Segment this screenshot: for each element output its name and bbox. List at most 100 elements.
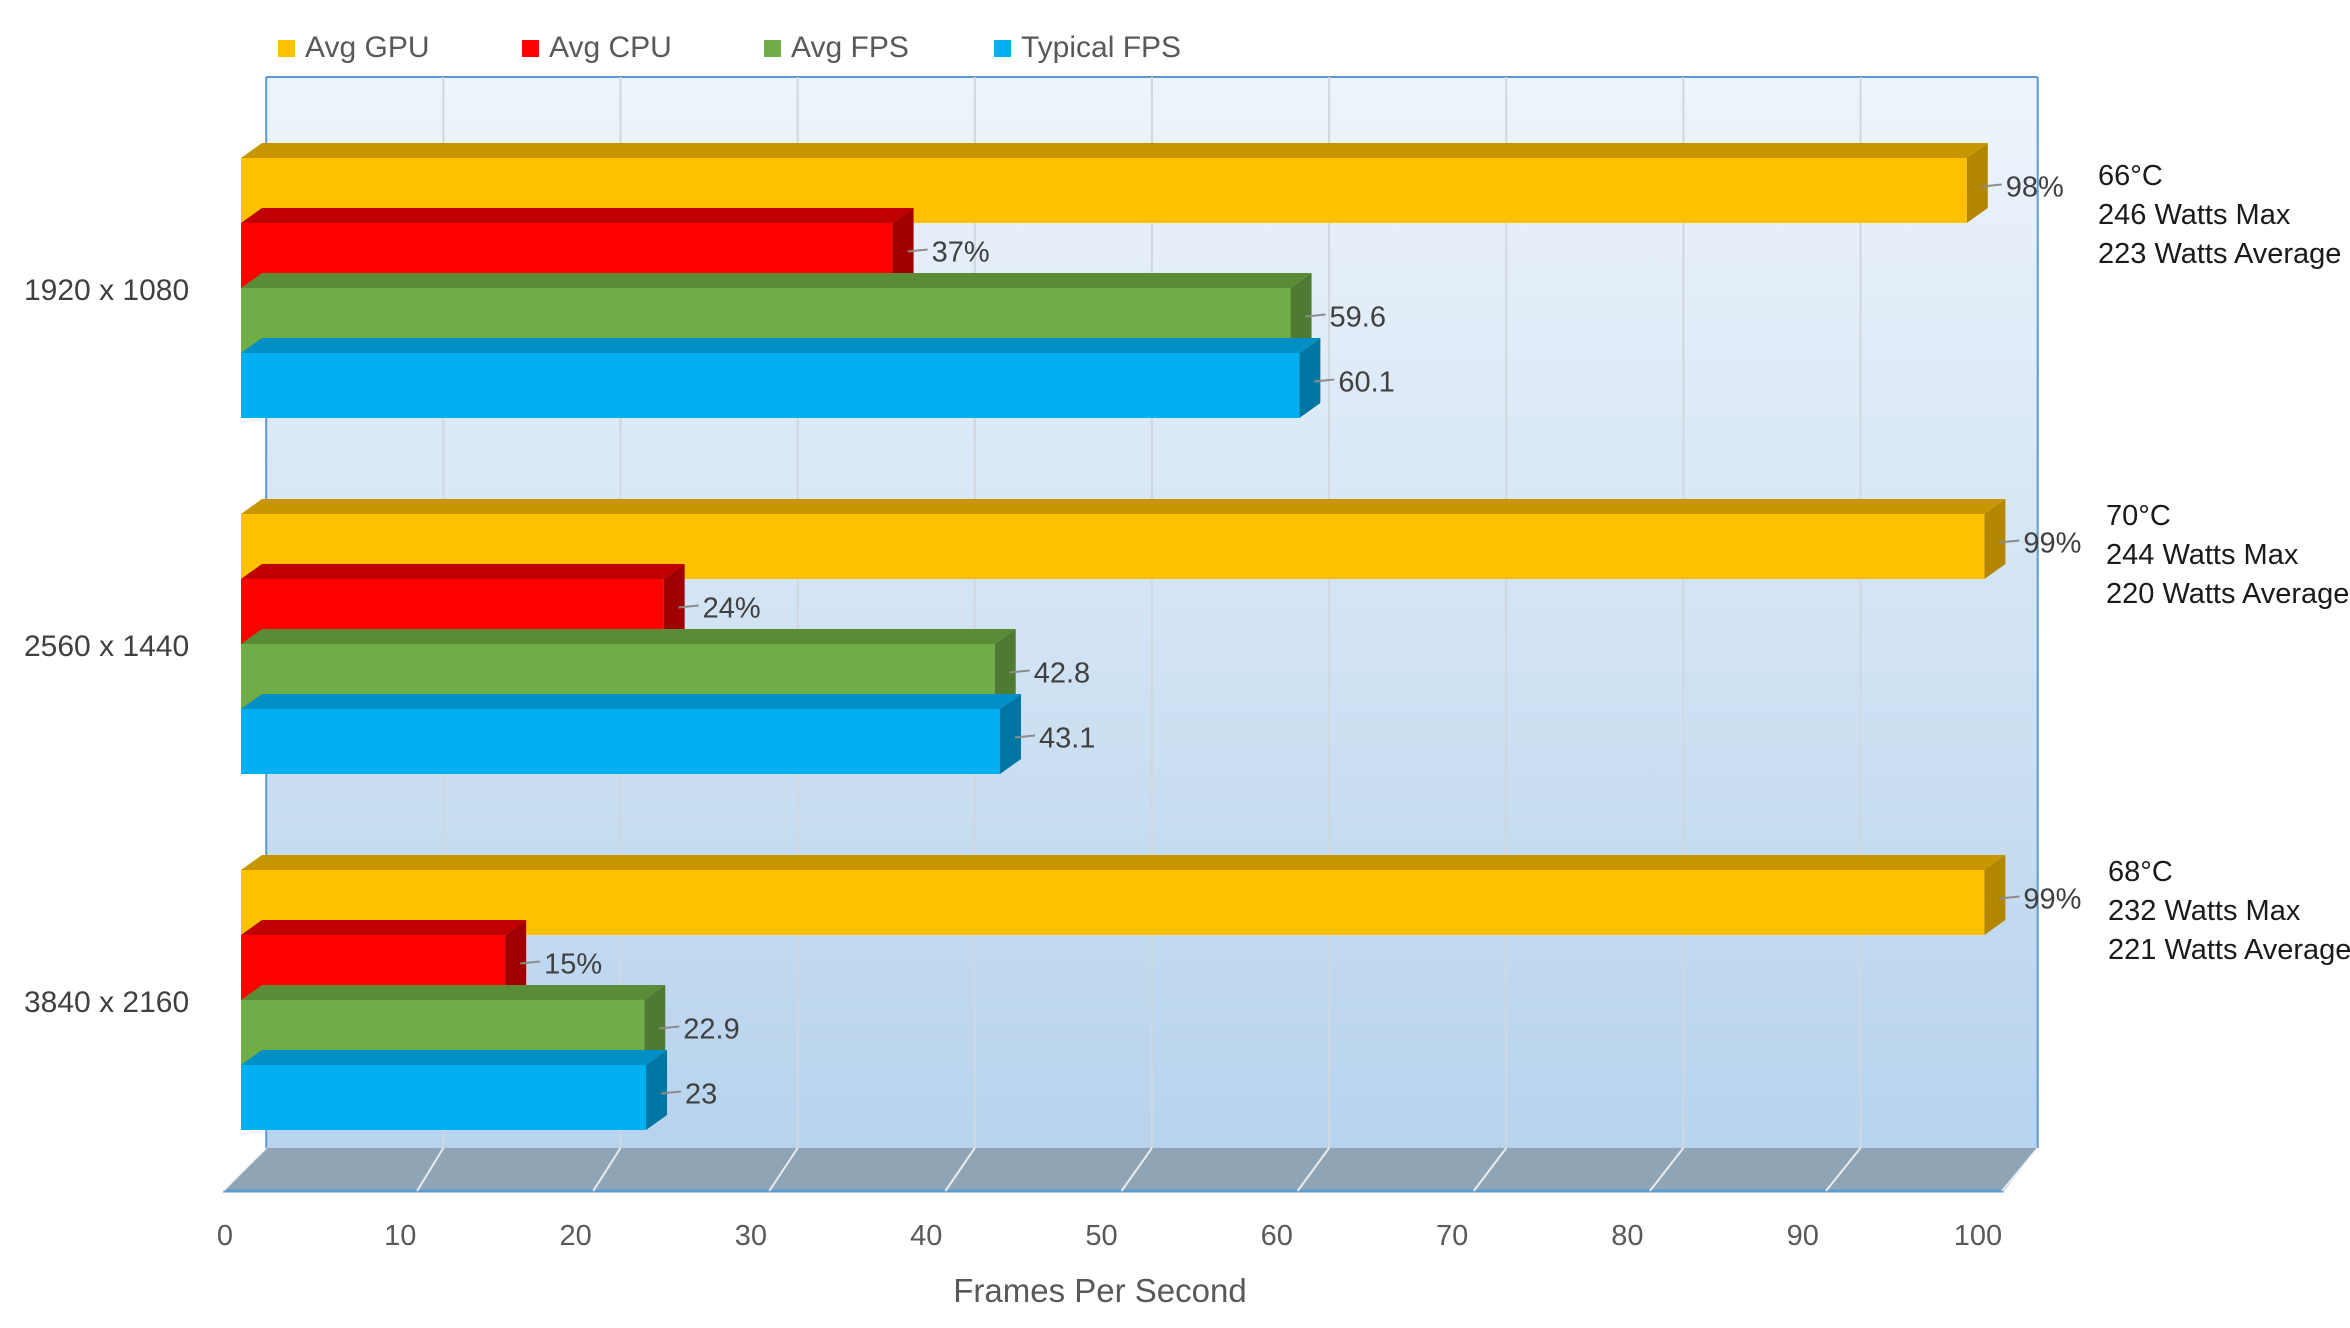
category-label: 1920 x 1080	[24, 274, 189, 307]
legend-swatch	[278, 40, 295, 57]
annotations: 66°C 246 Watts Max 223 Watts Average 70°C 24…	[2098, 160, 2350, 966]
bar-typical-fps-3840-x-2160: 23	[241, 1050, 717, 1130]
data-label: 60.1	[1338, 367, 1394, 399]
bar-typical-fps-2560-x-1440: 43.1	[241, 694, 1095, 774]
data-label: 99%	[2023, 528, 2081, 560]
bar-avg-gpu-3840-x-2160: 99%	[241, 855, 2081, 935]
y-axis: 1920 x 1080 2560 x 1440 3840 x 2160	[24, 274, 189, 1019]
floor-gridline	[944, 1147, 976, 1192]
data-label-leader	[1981, 183, 2002, 188]
floor-gridline	[2001, 1147, 2039, 1192]
bar-front-face	[241, 353, 1300, 418]
x-axis-title: Frames Per Second	[953, 1272, 1246, 1309]
bar-side-face	[1290, 273, 1312, 353]
bar-side-face	[892, 208, 914, 288]
floor-gridline	[1825, 1147, 1862, 1192]
bar-top-face	[241, 694, 1021, 709]
legend-swatch	[764, 40, 781, 57]
data-label: 59.6	[1330, 302, 1386, 334]
annotation-1920-x-1080: 66°C 246 Watts Max 223 Watts Average	[2098, 160, 2341, 270]
x-tick-label: 80	[1611, 1220, 1643, 1252]
bar-front-face	[241, 709, 1000, 774]
x-tick-label: 40	[910, 1220, 942, 1252]
annotation-3840-x-2160: 68°C 232 Watts Max 221 Watts Average	[2108, 856, 2350, 966]
chart-floor	[223, 1148, 2038, 1191]
x-tick-label: 50	[1085, 1220, 1117, 1252]
data-label-leader	[1314, 378, 1335, 383]
floor-gridline	[1649, 1147, 1685, 1192]
data-label: 22.9	[683, 1014, 739, 1046]
data-label-leader	[659, 1025, 680, 1030]
annotation-line: 220 Watts Average	[2106, 578, 2349, 610]
bar-top-face	[241, 1050, 668, 1065]
annotation-line: 223 Watts Average	[2098, 238, 2341, 270]
data-label-leader	[1305, 313, 1326, 318]
data-label-leader	[660, 1090, 682, 1095]
floor-gridline	[1120, 1147, 1153, 1192]
bar-front-face	[241, 1065, 647, 1130]
bar-top-face	[241, 855, 2006, 870]
bars: 98% 37% 59.6 60.1 99% 24% 42.8 43.1 99% 15% 22.9 23	[241, 143, 2081, 1130]
data-label: 43.1	[1039, 723, 1095, 755]
annotation-line: 232 Watts Max	[2108, 895, 2301, 927]
data-label: 98%	[2006, 172, 2064, 204]
data-label-leader	[907, 248, 928, 253]
legend-item-avg-fps: Avg FPS	[764, 31, 909, 64]
bar-side-face	[646, 1050, 668, 1130]
data-label: 42.8	[1034, 658, 1090, 690]
bar-side-face	[1984, 499, 2006, 579]
bar-side-face	[1966, 143, 1988, 223]
data-label: 15%	[544, 949, 602, 981]
data-label-leader	[520, 960, 541, 965]
annotation-line: 70°C	[2106, 500, 2171, 532]
bar-side-face	[994, 629, 1016, 709]
bar-top-face	[241, 499, 2006, 514]
legend-item-avg-gpu: Avg GPU	[278, 31, 430, 64]
category-label: 2560 x 1440	[24, 630, 189, 663]
bar-avg-gpu-1920-x-1080: 98%	[241, 143, 2064, 223]
floor-gridline	[1296, 1147, 1330, 1192]
legend-item-typical-fps: Typical FPS	[994, 31, 1181, 64]
data-label-leader	[1999, 539, 2020, 544]
bar-side-face	[1984, 855, 2006, 935]
bar-typical-fps-1920-x-1080: 60.1	[241, 338, 1395, 418]
annotation-line: 221 Watts Average	[2108, 934, 2350, 966]
annotation-line: 66°C	[2098, 160, 2163, 192]
floor-gridline	[592, 1147, 622, 1192]
data-label-leader	[1014, 734, 1036, 739]
legend-swatch	[994, 40, 1011, 57]
legend-label: Avg FPS	[791, 31, 909, 64]
legend-label: Avg CPU	[549, 31, 672, 64]
data-label: 24%	[703, 593, 761, 625]
bar-top-face	[241, 208, 914, 223]
legend-item-avg-cpu: Avg CPU	[522, 31, 672, 64]
data-label-leader	[1999, 895, 2020, 900]
x-tick-label: 90	[1787, 1220, 1819, 1252]
bar-side-face	[644, 985, 666, 1065]
floor-gridline	[768, 1147, 799, 1192]
x-tick-label: 20	[559, 1220, 591, 1252]
annotation-line: 68°C	[2108, 856, 2173, 888]
bar-avg-gpu-2560-x-1440: 99%	[241, 499, 2081, 579]
x-tick-label: 70	[1436, 1220, 1468, 1252]
bar-top-face	[241, 338, 1321, 353]
floor-gridline	[222, 1147, 267, 1192]
bar-side-face	[663, 564, 685, 644]
data-label-leader	[1009, 669, 1030, 674]
data-label-leader	[678, 604, 699, 609]
bar-top-face	[241, 985, 666, 1000]
annotation-line: 246 Watts Max	[2098, 199, 2291, 231]
bar-front-face	[241, 870, 1985, 935]
legend-swatch	[522, 40, 539, 57]
bar-top-face	[241, 920, 527, 935]
bar-top-face	[241, 143, 1988, 158]
category-label: 3840 x 2160	[24, 986, 189, 1019]
bar-side-face	[999, 694, 1021, 774]
x-tick-label: 60	[1261, 1220, 1293, 1252]
data-label: 37%	[932, 237, 990, 269]
bar-side-face	[505, 920, 527, 1000]
annotation-line: 244 Watts Max	[2106, 539, 2299, 571]
bar-top-face	[241, 564, 685, 579]
